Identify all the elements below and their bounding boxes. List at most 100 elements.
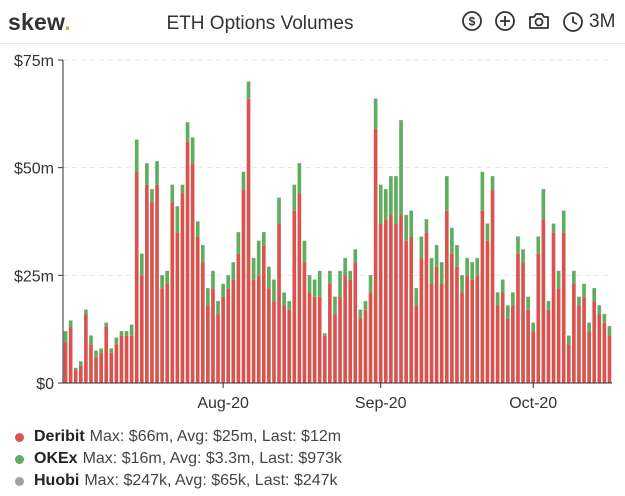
- bar-okex[interactable]: [124, 331, 129, 336]
- currency-toggle-button[interactable]: $: [461, 10, 483, 34]
- bar-deribit[interactable]: [460, 292, 464, 383]
- bar-deribit[interactable]: [251, 279, 256, 383]
- bar-okex[interactable]: [282, 292, 286, 306]
- bar-okex[interactable]: [470, 262, 475, 280]
- bar-okex[interactable]: [287, 301, 292, 310]
- bar-okex[interactable]: [180, 184, 185, 194]
- bar-deribit[interactable]: [521, 262, 525, 383]
- bar-okex[interactable]: [322, 333, 327, 336]
- bar-deribit[interactable]: [297, 193, 302, 383]
- bar-deribit[interactable]: [109, 352, 114, 383]
- bar-okex[interactable]: [200, 245, 205, 263]
- bar-deribit[interactable]: [582, 296, 586, 383]
- bar-okex[interactable]: [358, 309, 363, 319]
- bar-deribit[interactable]: [78, 365, 83, 383]
- bar-okex[interactable]: [129, 324, 134, 336]
- bar-deribit[interactable]: [556, 288, 561, 383]
- bar-okex[interactable]: [277, 197, 281, 224]
- bar-okex[interactable]: [541, 189, 546, 220]
- bar-deribit[interactable]: [307, 292, 312, 383]
- bar-okex[interactable]: [155, 161, 159, 185]
- bar-deribit[interactable]: [465, 275, 469, 383]
- bar-deribit[interactable]: [312, 296, 317, 383]
- bar-okex[interactable]: [261, 232, 266, 246]
- bar-okex[interactable]: [394, 176, 398, 224]
- bar-okex[interactable]: [109, 348, 114, 353]
- skew-logo[interactable]: skew.: [8, 9, 71, 36]
- bar-okex[interactable]: [536, 236, 541, 254]
- bar-okex[interactable]: [607, 327, 612, 336]
- bar-okex[interactable]: [572, 271, 576, 284]
- bar-deribit[interactable]: [602, 322, 607, 383]
- bar-okex[interactable]: [526, 296, 530, 310]
- bar-deribit[interactable]: [73, 370, 78, 383]
- bar-okex[interactable]: [587, 322, 591, 332]
- bar-deribit[interactable]: [348, 279, 353, 383]
- bar-okex[interactable]: [485, 223, 490, 241]
- bar-deribit[interactable]: [206, 305, 210, 383]
- bar-okex[interactable]: [338, 271, 342, 297]
- bar-okex[interactable]: [480, 171, 485, 211]
- bar-deribit[interactable]: [475, 275, 480, 383]
- bar-okex[interactable]: [389, 176, 393, 216]
- bar-okex[interactable]: [450, 227, 454, 254]
- bar-deribit[interactable]: [358, 318, 363, 383]
- bar-deribit[interactable]: [389, 215, 393, 383]
- add-button[interactable]: [494, 10, 516, 34]
- bar-okex[interactable]: [134, 139, 139, 172]
- bar-okex[interactable]: [94, 350, 98, 358]
- bar-okex[interactable]: [73, 367, 78, 371]
- bar-okex[interactable]: [602, 314, 607, 323]
- bar-okex[interactable]: [490, 176, 495, 190]
- bar-okex[interactable]: [424, 219, 429, 233]
- bar-deribit[interactable]: [541, 219, 546, 383]
- legend-item-huobi[interactable]: Huobi Max: $247k, Avg: $65k, Last: $247k: [15, 472, 338, 490]
- bar-huobi[interactable]: [607, 325, 612, 328]
- bar-okex[interactable]: [195, 221, 200, 237]
- bar-okex[interactable]: [226, 275, 231, 289]
- bar-deribit[interactable]: [429, 283, 434, 383]
- bar-okex[interactable]: [500, 279, 505, 293]
- bar-deribit[interactable]: [587, 331, 591, 383]
- bar-deribit[interactable]: [155, 184, 159, 383]
- bar-okex[interactable]: [139, 253, 144, 276]
- bar-deribit[interactable]: [63, 342, 68, 383]
- bar-deribit[interactable]: [516, 253, 520, 383]
- bar-deribit[interactable]: [68, 327, 73, 383]
- bar-okex[interactable]: [521, 249, 525, 263]
- bar-okex[interactable]: [399, 120, 403, 216]
- bar-deribit[interactable]: [119, 335, 124, 383]
- bar-deribit[interactable]: [572, 283, 576, 383]
- bar-okex[interactable]: [160, 275, 164, 289]
- bar-deribit[interactable]: [577, 305, 581, 383]
- bar-okex[interactable]: [343, 258, 347, 276]
- bar-deribit[interactable]: [200, 262, 205, 383]
- bar-okex[interactable]: [465, 258, 469, 276]
- bar-okex[interactable]: [577, 296, 581, 306]
- bar-okex[interactable]: [114, 337, 119, 345]
- bar-okex[interactable]: [216, 301, 220, 315]
- bar-okex[interactable]: [211, 271, 215, 289]
- bar-deribit[interactable]: [414, 305, 419, 383]
- bar-deribit[interactable]: [322, 335, 327, 383]
- bar-okex[interactable]: [495, 292, 500, 306]
- bar-deribit[interactable]: [94, 357, 98, 383]
- bar-deribit[interactable]: [470, 279, 475, 383]
- bar-okex[interactable]: [272, 279, 276, 302]
- bar-deribit[interactable]: [129, 335, 134, 383]
- bar-deribit[interactable]: [190, 163, 195, 383]
- bar-deribit[interactable]: [511, 305, 515, 383]
- bar-deribit[interactable]: [434, 266, 439, 383]
- bar-deribit[interactable]: [114, 344, 119, 383]
- bar-deribit[interactable]: [480, 210, 485, 383]
- bar-okex[interactable]: [307, 275, 312, 293]
- bar-deribit[interactable]: [328, 283, 332, 383]
- bar-deribit[interactable]: [566, 344, 571, 383]
- bar-okex[interactable]: [368, 275, 373, 293]
- bar-okex[interactable]: [89, 335, 93, 345]
- bar-deribit[interactable]: [394, 223, 398, 383]
- bar-okex[interactable]: [267, 266, 271, 289]
- bar-okex[interactable]: [531, 322, 536, 332]
- bar-deribit[interactable]: [89, 344, 93, 383]
- bar-okex[interactable]: [551, 223, 556, 233]
